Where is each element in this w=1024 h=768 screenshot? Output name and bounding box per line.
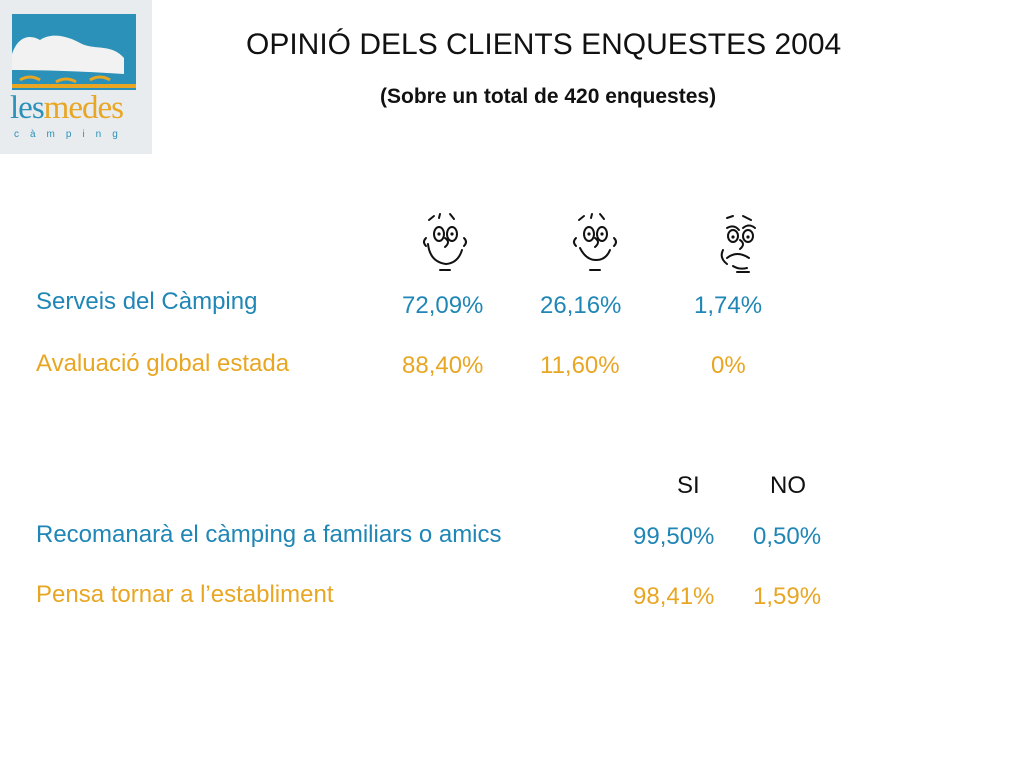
row-label-serveis: Serveis del Càmping (36, 288, 258, 315)
value-serveis-happy: 26,16% (540, 292, 622, 319)
value-recomanara-si: 99,50% (633, 523, 715, 550)
value-pensa-tornar-no: 1,59% (753, 583, 822, 610)
header-no: NO (770, 472, 806, 499)
logo-tagline: càmping (14, 129, 129, 140)
row-label-avaluacio: Avaluació global estada (36, 350, 290, 377)
value-avaluacio-happy: 11,60% (540, 352, 620, 379)
value-avaluacio-very-happy: 88,40% (402, 352, 484, 379)
header-si: SI (677, 472, 700, 499)
logo-word-les: les (10, 90, 45, 126)
very-happy-face-icon (423, 213, 467, 271)
brand-logo: lesmedes càmping (0, 0, 152, 154)
logo-wordmark: lesmedes (10, 90, 124, 126)
logo-word-medes: medes (43, 90, 124, 126)
row-label-recomanara: Recomanarà el càmping a familiars o amic… (36, 521, 502, 548)
value-recomanara-no: 0,50% (753, 523, 822, 550)
page-title: OPINIÓ DELS CLIENTS ENQUESTES 2004 (246, 28, 842, 61)
value-serveis-very-happy: 72,09% (402, 292, 484, 319)
value-serveis-sad: 1,74% (694, 292, 763, 319)
page-subtitle: (Sobre un total de 420 enquestes) (380, 85, 717, 108)
coast-icon (12, 14, 136, 90)
happy-face-icon (573, 213, 617, 271)
value-pensa-tornar-si: 98,41% (633, 583, 715, 610)
sad-face-icon (720, 215, 756, 273)
row-label-pensa-tornar: Pensa tornar a l’establiment (36, 581, 334, 608)
value-avaluacio-sad: 0% (711, 352, 746, 379)
